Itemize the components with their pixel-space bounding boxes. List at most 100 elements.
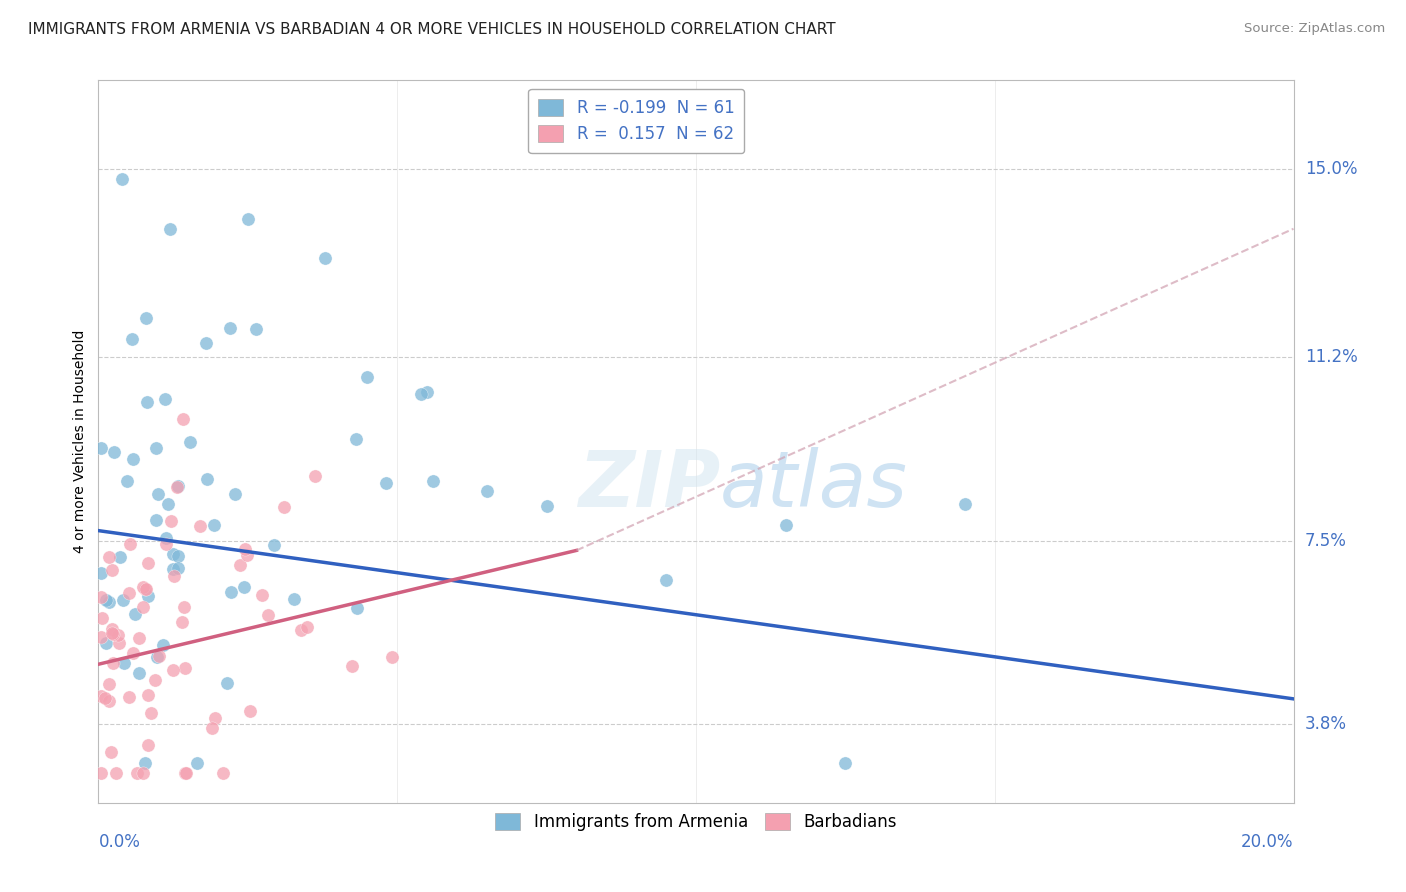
Point [257,608,280,623]
Point [224,487,246,501]
Text: 3.8%: 3.8% [1305,714,1347,732]
Point [105,766,128,780]
Point [346,601,368,615]
Point [128,631,150,645]
Point [155,537,177,551]
Text: 20.0%: 20.0% [1241,833,1294,851]
Point [103,445,125,459]
Point [166,480,188,494]
Point [236,211,259,226]
Point [273,500,295,514]
Point [167,478,190,492]
Point [101,657,124,671]
Point [132,580,155,594]
Point [128,665,150,680]
Point [135,582,157,596]
Point [162,569,184,583]
Point [98,694,121,708]
Point [344,432,367,446]
Point [122,452,145,467]
Point [375,475,398,490]
Point [90,690,112,704]
Point [159,221,181,235]
Point [174,661,197,675]
Point [134,582,156,596]
Point [100,626,122,640]
Point [170,615,193,629]
Point [283,591,305,606]
Point [153,392,176,407]
Point [90,630,112,644]
Point [160,514,183,528]
Point [179,435,201,450]
Point [115,475,138,489]
Point [655,574,678,588]
Point [229,558,252,572]
Point [235,549,257,563]
Point [202,518,225,533]
Point [98,549,121,564]
Point [107,628,129,642]
Point [173,599,195,614]
Point [97,677,120,691]
Point [536,499,558,513]
Point [162,547,184,561]
Point [422,474,444,488]
Point [148,649,170,664]
Point [136,394,159,409]
Point [148,487,170,501]
Text: 7.5%: 7.5% [1305,532,1347,549]
Point [100,745,122,759]
Point [94,635,117,649]
Text: 11.2%: 11.2% [1305,349,1357,367]
Point [834,756,856,771]
Point [136,738,159,752]
Point [145,441,167,455]
Point [173,766,195,780]
Point [91,611,114,625]
Point [136,589,159,603]
Point [122,646,145,660]
Point [290,623,312,637]
Point [204,711,226,725]
Point [174,766,197,780]
Point [112,592,135,607]
Point [138,556,160,570]
Point [295,620,318,634]
Point [315,252,337,266]
Legend: Immigrants from Armenia, Barbadians: Immigrants from Armenia, Barbadians [489,806,903,838]
Point [96,593,118,607]
Point [97,595,120,609]
Point [304,469,326,483]
Point [90,566,112,580]
Point [118,586,141,600]
Point [219,320,242,334]
Point [356,370,378,384]
Point [145,513,167,527]
Point [162,562,184,576]
Point [233,541,256,556]
Point [108,549,131,564]
Point [195,335,218,350]
Point [212,766,235,780]
Text: ZIP: ZIP [578,447,720,523]
Point [135,310,157,325]
Point [90,590,112,604]
Point [111,172,134,186]
Point [232,580,254,594]
Point [108,636,131,650]
Point [239,704,262,718]
Text: Source: ZipAtlas.com: Source: ZipAtlas.com [1244,22,1385,36]
Point [136,688,159,702]
Point [152,639,174,653]
Point [953,497,976,511]
Point [245,322,267,336]
Point [132,599,155,614]
Point [157,497,180,511]
Point [186,756,208,771]
Point [141,706,163,720]
Point [475,483,498,498]
Point [215,675,238,690]
Text: 15.0%: 15.0% [1305,161,1357,178]
Text: 0.0%: 0.0% [98,833,141,851]
